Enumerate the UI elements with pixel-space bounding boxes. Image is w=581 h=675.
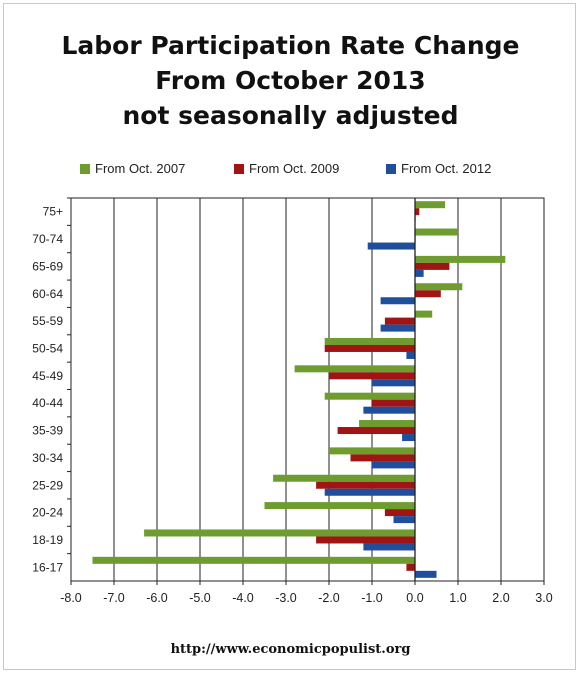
legend-item-2009: From Oct. 2009	[234, 161, 339, 176]
y-tick-label-40-44: 40-44	[32, 396, 63, 410]
y-tick-label-65-69: 65-69	[32, 259, 63, 273]
bar-25-29-series-0	[273, 474, 415, 482]
legend-item-2012: From Oct. 2012	[386, 161, 491, 176]
bar-75+-series-0	[415, 201, 446, 209]
chart-legend: From Oct. 2007 From Oct. 2009 From Oct. …	[4, 161, 577, 181]
bar-55-59-series-2	[380, 324, 415, 332]
bar-20-24-series-2	[393, 516, 415, 524]
y-tick-label-55-59: 55-59	[32, 314, 63, 328]
bar-50-54-series-0	[324, 337, 415, 345]
bar-75+-series-1	[415, 208, 420, 216]
title-line-2: From October 2013	[155, 66, 426, 95]
bar-16-17-series-2	[415, 570, 437, 578]
legend-item-2007: From Oct. 2007	[80, 161, 185, 176]
legend-label-2007: From Oct. 2007	[95, 161, 186, 176]
bar-65-69-series-0	[415, 255, 506, 263]
bar-55-59-series-0	[415, 310, 433, 318]
bar-18-19-series-0	[144, 529, 415, 537]
x-tick-label-9: 1.0	[449, 591, 466, 605]
bar-55-59-series-1	[384, 317, 415, 325]
bar-20-24-series-0	[264, 502, 415, 510]
x-tick-label-2: -6.0	[146, 591, 168, 605]
y-tick-label-45-49: 45-49	[32, 369, 63, 383]
bar-65-69-series-2	[415, 269, 424, 277]
bar-16-17-series-1	[406, 563, 415, 571]
bar-35-39-series-1	[337, 427, 415, 435]
bar-45-49-series-0	[294, 365, 415, 373]
bar-40-44-series-2	[363, 406, 415, 414]
x-tick-label-11: 3.0	[535, 591, 552, 605]
legend-swatch-2007	[80, 163, 90, 174]
title-line-1: Labor Participation Rate Change	[61, 31, 520, 60]
bar-45-49-series-2	[372, 379, 415, 387]
x-tick-label-10: 2.0	[492, 591, 509, 605]
bar-18-19-series-2	[363, 543, 415, 551]
bar-35-39-series-2	[402, 434, 415, 442]
chart-frame: Labor Participation Rate Change From Oct…	[3, 3, 576, 670]
x-tick-label-4: -4.0	[232, 591, 254, 605]
bar-30-34-series-2	[372, 461, 415, 469]
y-tick-label-60-64: 60-64	[32, 287, 63, 301]
bar-70-74-series-2	[367, 242, 415, 250]
bar-18-19-series-1	[316, 536, 415, 544]
x-tick-label-3: -5.0	[189, 591, 211, 605]
x-tick-label-8: 0.0	[406, 591, 423, 605]
x-tick-label-0: -8.0	[60, 591, 82, 605]
y-tick-label-50-54: 50-54	[32, 341, 63, 355]
bar-30-34-series-1	[350, 454, 415, 462]
bar-50-54-series-1	[324, 344, 415, 352]
x-tick-label-5: -3.0	[275, 591, 297, 605]
legend-swatch-2009	[234, 163, 244, 174]
bar-45-49-series-1	[329, 372, 415, 380]
bar-40-44-series-1	[372, 399, 415, 407]
y-tick-label-18-19: 18-19	[32, 533, 63, 547]
bar-65-69-series-1	[415, 262, 450, 270]
title-line-3: not seasonally adjusted	[122, 101, 459, 130]
bar-60-64-series-2	[380, 297, 415, 305]
bar-60-64-series-0	[415, 283, 463, 291]
bar-40-44-series-0	[324, 392, 415, 400]
y-tick-label-75+: 75+	[43, 205, 63, 219]
bar-25-29-series-2	[324, 488, 415, 496]
source-footer: http://www.economicpopulist.org	[170, 642, 411, 657]
legend-label-2012: From Oct. 2012	[401, 161, 492, 176]
y-tick-label-35-39: 35-39	[32, 424, 63, 438]
x-tick-label-7: -1.0	[361, 591, 383, 605]
bar-50-54-series-2	[406, 351, 415, 359]
bar-16-17-series-0	[92, 556, 415, 564]
y-tick-label-70-74: 70-74	[32, 232, 63, 246]
bar-70-74-series-0	[415, 228, 458, 236]
bar-25-29-series-1	[316, 481, 415, 489]
y-tick-label-30-34: 30-34	[32, 451, 63, 465]
bar-chart: 75+ 70-74 65-69 60-64 55-59 50-54 45-49 40-44 35…	[32, 197, 553, 605]
y-tick-label-20-24: 20-24	[32, 506, 63, 520]
x-tick-label-1: -7.0	[103, 591, 125, 605]
bar-30-34-series-0	[329, 447, 415, 455]
plot-area-border	[70, 197, 545, 582]
legend-label-2009: From Oct. 2009	[249, 161, 340, 176]
bar-60-64-series-1	[415, 290, 441, 298]
legend-swatch-2012	[386, 163, 396, 174]
chart-title: Labor Participation Rate Change From Oct…	[4, 28, 577, 133]
y-tick-label-25-29: 25-29	[32, 478, 63, 492]
x-tick-label-6: -2.0	[318, 591, 340, 605]
bar-35-39-series-0	[359, 420, 415, 428]
bar-20-24-series-1	[384, 509, 415, 517]
y-tick-label-16-17: 16-17	[32, 560, 63, 574]
